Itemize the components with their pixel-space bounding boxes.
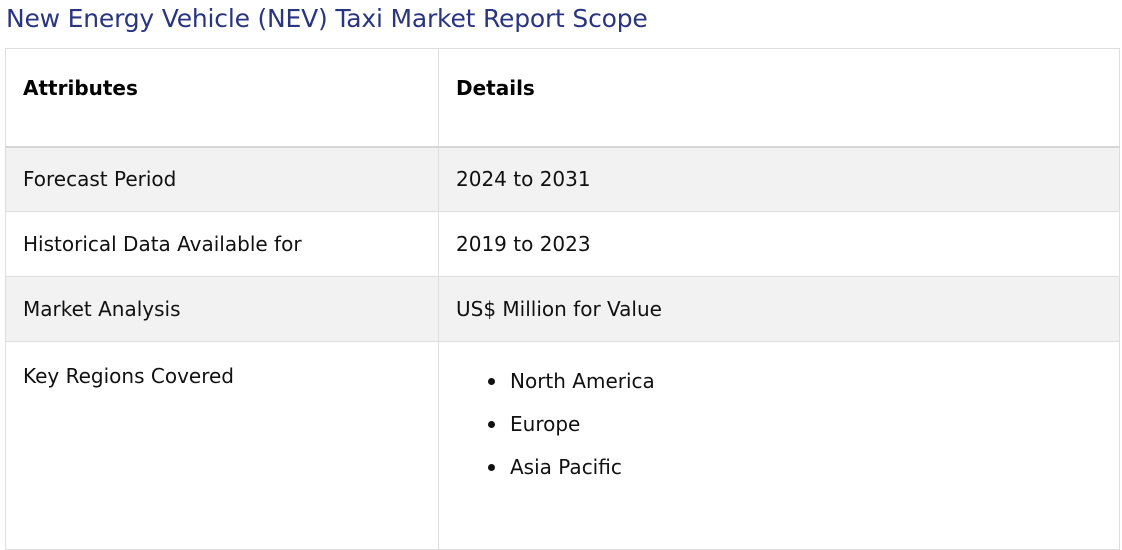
table-row: Forecast Period 2024 to 2031 xyxy=(5,146,1120,212)
list-item: Asia Pacific xyxy=(488,453,1119,496)
detail-cell: 2019 to 2023 xyxy=(438,211,1120,277)
list-item: Europe xyxy=(488,410,1119,453)
attribute-cell: Key Regions Covered xyxy=(5,341,439,550)
page-title: New Energy Vehicle (NEV) Taxi Market Rep… xyxy=(6,4,648,33)
table-header-row: Attributes Details xyxy=(5,48,1120,148)
detail-cell: US$ Million for Value xyxy=(438,276,1120,342)
header-attributes: Attributes xyxy=(5,48,439,148)
list-item: North America xyxy=(488,367,1119,410)
attribute-cell: Forecast Period xyxy=(5,146,439,212)
detail-cell: North America Europe Asia Pacific xyxy=(438,341,1120,550)
attribute-cell: Market Analysis xyxy=(5,276,439,342)
header-details: Details xyxy=(438,48,1120,148)
attribute-cell: Historical Data Available for xyxy=(5,211,439,277)
report-scope-table: Attributes Details Forecast Period 2024 … xyxy=(5,48,1120,550)
region-list: North America Europe Asia Pacific xyxy=(456,367,1119,496)
table-row: Historical Data Available for 2019 to 20… xyxy=(5,211,1120,277)
table-row-regions: Key Regions Covered North America Europe… xyxy=(5,341,1120,550)
detail-cell: 2024 to 2031 xyxy=(438,146,1120,212)
table-row: Market Analysis US$ Million for Value xyxy=(5,276,1120,342)
